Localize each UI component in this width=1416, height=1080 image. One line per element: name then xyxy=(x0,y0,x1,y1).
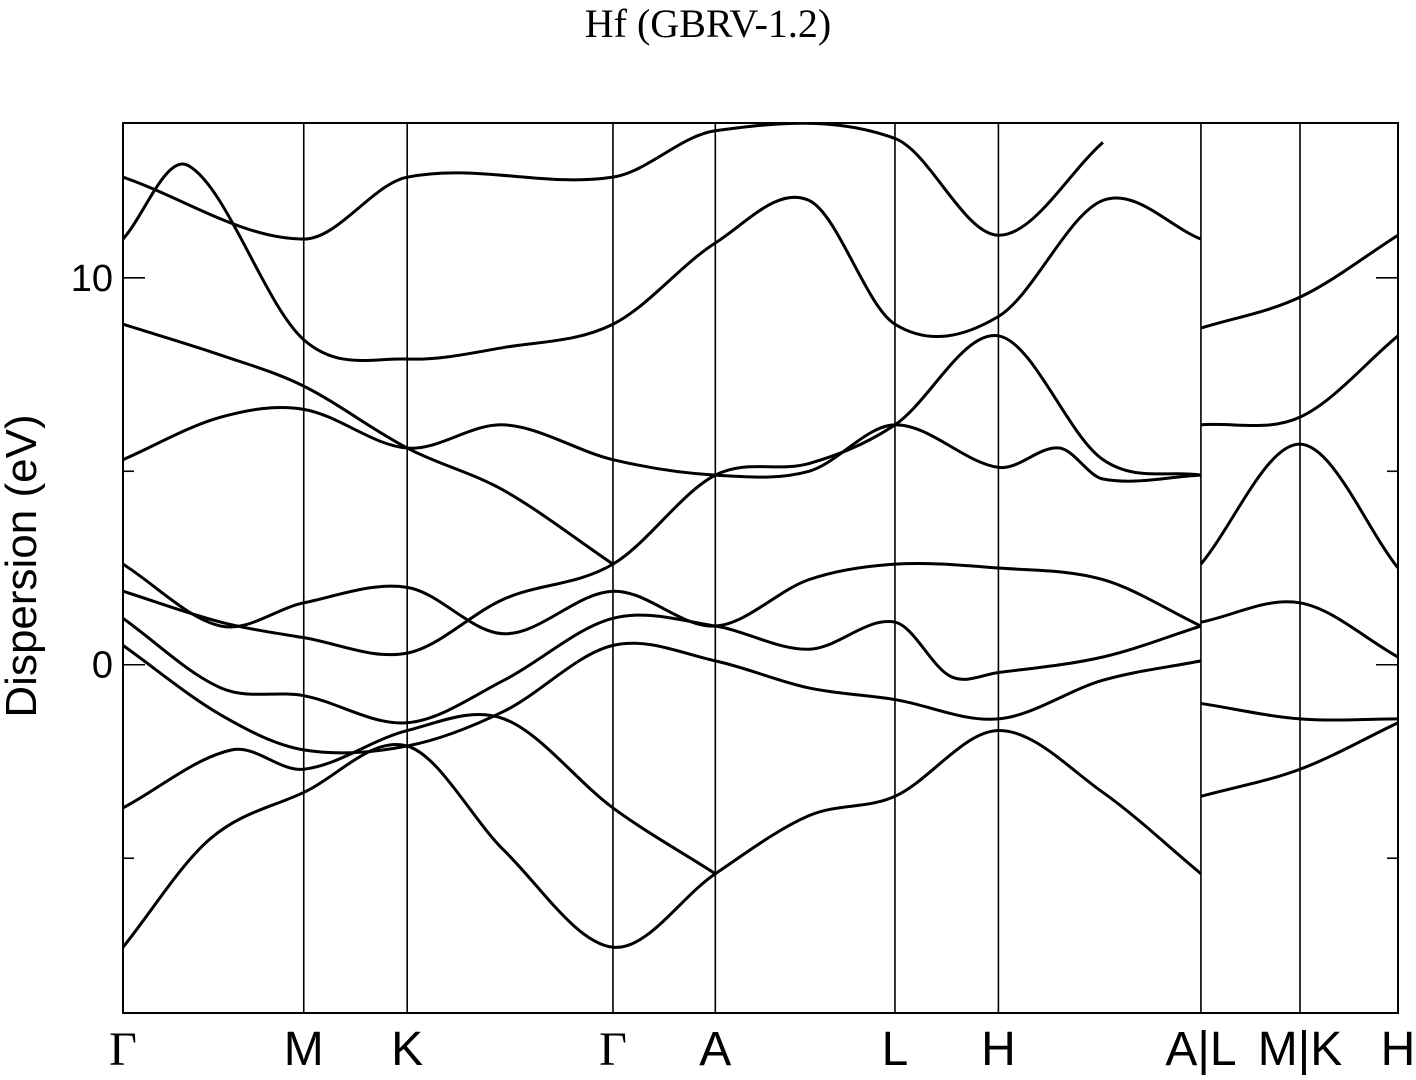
x-tick-label-3: K xyxy=(391,1023,423,1076)
bands-group xyxy=(123,123,1398,949)
band-line-6 xyxy=(123,561,1202,636)
x-tick-label-9: M|K xyxy=(1258,1023,1342,1076)
band-line-8 xyxy=(123,322,614,566)
axes-frame xyxy=(122,122,1399,1014)
band-line-2 xyxy=(123,712,717,875)
chart-title: Hf (GBRV-1.2) xyxy=(584,1,832,46)
x-tick-label-10: H xyxy=(1381,1023,1416,1076)
band-line-3 xyxy=(123,641,1202,755)
kpoint-dividers xyxy=(302,123,1301,1013)
x-tick-label-1: Γ xyxy=(109,1023,137,1076)
x-tick-label-8: A|L xyxy=(1165,1023,1236,1076)
x-tick-label-6: L xyxy=(882,1023,909,1076)
y-tick-label-2: 10 xyxy=(71,258,113,300)
band-line-9 xyxy=(123,162,1202,362)
tick-labels: Γ M K Γ A L H A|L M|K H 0 10 xyxy=(71,258,1416,1076)
x-tick-label-4: Γ xyxy=(599,1023,627,1076)
band-line-1 xyxy=(123,729,1202,949)
y-tick-label-1: 0 xyxy=(92,645,113,687)
x-tick-label-5: A xyxy=(699,1023,731,1076)
band-line-7 xyxy=(123,406,1201,483)
x-tick-label-2: M xyxy=(284,1023,324,1076)
x-tick-label-7: H xyxy=(981,1023,1016,1076)
plot-frame xyxy=(122,122,1399,1014)
